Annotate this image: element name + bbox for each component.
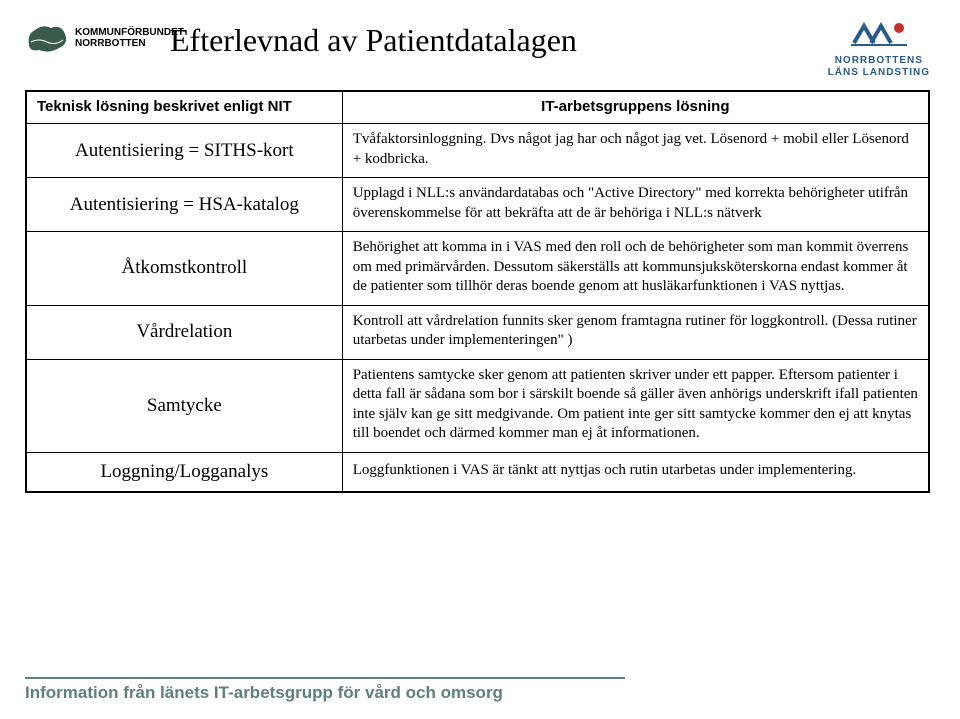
logo-left-line2: NORRBOTTEN (75, 38, 184, 49)
header-left: Teknisk lösning beskrivet enligt NIT (27, 92, 343, 124)
row-value: Behörighet att komma in i VAS med den ro… (342, 232, 928, 306)
kommunforbundet-logo: KOMMUNFÖRBUNDET NORRBOTTEN (25, 22, 184, 54)
row-label: Autentisiering = SITHS-kort (27, 124, 343, 178)
row-value: Tvåfaktorsinloggning. Dvs något jag har … (342, 124, 928, 178)
compliance-table: Teknisk lösning beskrivet enligt NIT IT-… (25, 90, 930, 493)
norrbottens-logo-icon (849, 18, 909, 48)
logo-left-line1: KOMMUNFÖRBUNDET (75, 27, 184, 38)
footer-text: Information från länets IT-arbetsgrupp f… (25, 677, 625, 703)
row-value: Kontroll att vårdrelation funnits sker g… (342, 305, 928, 359)
table-row: Samtycke Patientens samtycke sker genom … (27, 359, 929, 452)
row-label: Autentisiering = HSA-katalog (27, 178, 343, 232)
row-value: Upplagd i NLL:s användardatabas och "Act… (342, 178, 928, 232)
table-row: Åtkomstkontroll Behörighet att komma in … (27, 232, 929, 306)
table-row: Autentisiering = SITHS-kort Tvåfaktorsin… (27, 124, 929, 178)
row-value: Patientens samtycke sker genom att patie… (342, 359, 928, 452)
logo-right-line2: LÄNS LANDSTING (828, 67, 930, 79)
table-header-row: Teknisk lösning beskrivet enligt NIT IT-… (27, 92, 929, 124)
row-label: Vårdrelation (27, 305, 343, 359)
header-right: IT-arbetsgruppens lösning (342, 92, 928, 124)
kommunforbundet-logo-icon (25, 22, 69, 54)
table-row: Loggning/Logganalys Loggfunktionen i VAS… (27, 452, 929, 491)
row-value: Loggfunktionen i VAS är tänkt att nyttja… (342, 452, 928, 491)
logo-right-line1: NORRBOTTENS (828, 55, 930, 67)
row-label: Samtycke (27, 359, 343, 452)
page-title: Efterlevnad av Patientdatalagen (170, 22, 577, 59)
row-label: Loggning/Logganalys (27, 452, 343, 491)
norrbottens-logo: NORRBOTTENS LÄNS LANDSTING (828, 18, 930, 79)
table-row: Autentisiering = HSA-katalog Upplagd i N… (27, 178, 929, 232)
norrbottens-logo-text: NORRBOTTENS LÄNS LANDSTING (828, 55, 930, 79)
kommunforbundet-logo-text: KOMMUNFÖRBUNDET NORRBOTTEN (75, 27, 184, 49)
row-label: Åtkomstkontroll (27, 232, 343, 306)
table-row: Vårdrelation Kontroll att vårdrelation f… (27, 305, 929, 359)
